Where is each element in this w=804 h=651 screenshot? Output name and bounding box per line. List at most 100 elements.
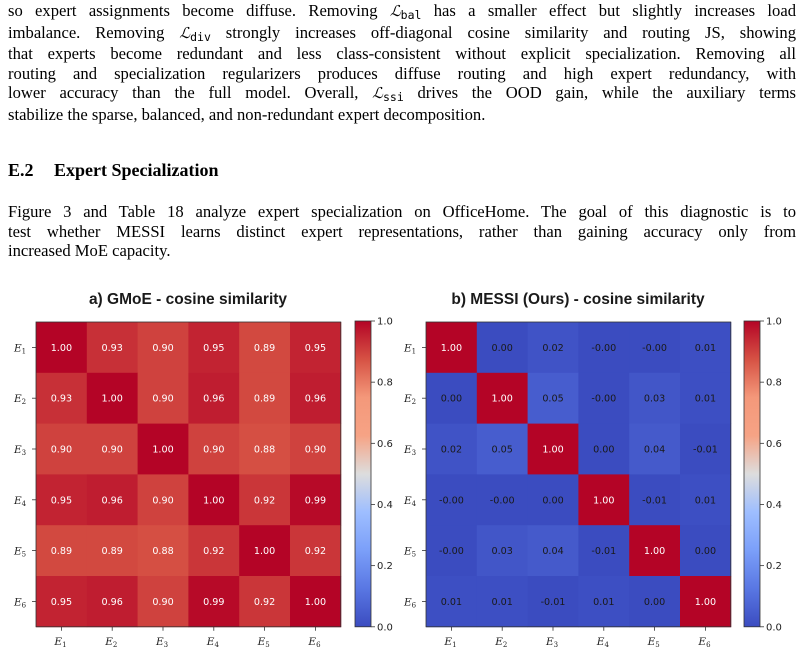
y-tick-label: E1 (13, 342, 26, 355)
cell-value-label: 1.00 (593, 495, 614, 506)
heatmap-cell (137, 322, 189, 374)
cell-value-label: 1.00 (695, 597, 716, 608)
heatmap-cell (137, 525, 189, 577)
x-tick-label: E6 (697, 636, 711, 649)
heatmap-cell (137, 576, 189, 628)
cell-value-label: 0.00 (492, 343, 513, 354)
cell-value-label: 0.05 (542, 394, 563, 405)
cell-value-label: 0.89 (254, 394, 275, 405)
heatmap-cell (578, 474, 630, 526)
cell-value-label: 1.00 (305, 597, 326, 608)
cell-value-label: 0.88 (152, 546, 173, 557)
cell-value-label: 0.02 (441, 445, 462, 456)
heatmap-cell (578, 576, 630, 628)
cell-value-label: 1.00 (492, 394, 513, 405)
paragraph-expert-specialization: Figure 3 and Table 18 analyze expert spe… (8, 202, 796, 261)
y-tick-label: E2 (403, 393, 416, 406)
heatmap-cell (36, 423, 88, 475)
cell-value-label: 0.00 (542, 495, 563, 506)
heatmap-title: a) GMoE - cosine similarity (89, 291, 287, 308)
heatmap-cell (476, 322, 528, 374)
heatmap-cell (426, 525, 478, 577)
colorbar-tick-label: 0.0 (377, 622, 393, 633)
y-tick-label: E3 (403, 444, 416, 457)
heatmap-cell (290, 474, 342, 526)
x-tick-label: E5 (647, 636, 660, 649)
cell-value-label: 1.00 (51, 343, 72, 354)
cell-value-label: 0.01 (695, 343, 716, 354)
cell-value-label: -0.01 (591, 546, 616, 557)
heatmap-cell (426, 474, 478, 526)
cell-value-label: 0.90 (152, 343, 173, 354)
heatmap-cell (86, 372, 138, 424)
heatmap-cell (629, 423, 681, 475)
colorbar-tick-label: 0.0 (766, 622, 782, 633)
heatmap-cell (36, 372, 88, 424)
heatmap-cell (476, 576, 528, 628)
heatmap-cell (188, 474, 240, 526)
colorbar (354, 320, 372, 628)
cell-value-label: 0.89 (254, 343, 275, 354)
section-heading: E.2 Expert Specialization (8, 160, 219, 181)
heatmap-cell (527, 525, 579, 577)
heatmap-cell (86, 576, 138, 628)
cell-value-label: 0.96 (102, 495, 123, 506)
text-line: routing and specialization regularizers … (8, 63, 796, 83)
colorbar-tick-label: 0.8 (377, 378, 393, 389)
y-tick-label: E2 (13, 393, 26, 406)
heatmap-cell (629, 322, 681, 374)
heatmap-cell (239, 372, 291, 424)
x-tick-label: E3 (545, 636, 558, 649)
heatmap-cell (680, 525, 732, 577)
text-line: stabilize the sparse, balanced, and non-… (8, 104, 486, 124)
cell-value-label: 0.01 (593, 597, 614, 608)
colorbar-tick-label: 0.2 (377, 561, 393, 572)
cell-value-label: -0.00 (591, 343, 616, 354)
cell-value-label: 0.96 (305, 394, 326, 405)
cell-value-label: 0.05 (492, 445, 513, 456)
heatmap-cell (476, 474, 528, 526)
cell-value-label: -0.00 (642, 343, 667, 354)
heatmap-cell (290, 322, 342, 374)
colorbar-tick-label: 0.2 (766, 561, 782, 572)
text-line: lower accuracy than the full model. Over… (8, 83, 796, 105)
heatmap-cell (239, 525, 291, 577)
heatmap-cell (680, 576, 732, 628)
heatmap-cell (36, 576, 88, 628)
heatmap-cell (290, 423, 342, 475)
heatmap-frame (35, 321, 342, 628)
text-line: increased MoE capacity. (8, 241, 171, 261)
cell-value-label: 0.95 (203, 343, 224, 354)
cell-value-label: 0.90 (152, 597, 173, 608)
cell-value-label: 0.95 (51, 597, 72, 608)
heatmap-cell (239, 423, 291, 475)
cell-value-label: 0.02 (542, 343, 563, 354)
heatmap-cell (476, 372, 528, 424)
section-title: Expert Specialization (54, 160, 219, 180)
cell-value-label: 1.00 (203, 495, 224, 506)
heatmap-cell (527, 322, 579, 374)
cell-value-label: 1.00 (542, 445, 563, 456)
cell-value-label: 0.00 (695, 546, 716, 557)
heatmap-title: b) MESSI (Ours) - cosine similarity (451, 291, 705, 308)
cell-value-label: 1.00 (644, 546, 665, 557)
colorbar-tick-label: 1.0 (377, 317, 393, 328)
cell-value-label: 0.88 (254, 445, 275, 456)
y-tick-label: E5 (403, 546, 416, 559)
cell-value-label: 0.93 (51, 394, 72, 405)
heatmap-cell (290, 525, 342, 577)
cell-value-label: 0.92 (254, 495, 275, 506)
y-tick-label: E3 (13, 444, 26, 457)
cell-value-label: 0.03 (492, 546, 513, 557)
cell-value-label: 0.01 (695, 495, 716, 506)
cell-value-label: 0.99 (305, 495, 326, 506)
cell-value-label: 0.00 (644, 597, 665, 608)
heatmap-panel-messi: b) MESSI (Ours) - cosine similarity 1.00 0… (403, 291, 782, 649)
cell-value-label: 1.00 (254, 546, 275, 557)
x-tick-label: E5 (257, 636, 270, 649)
cell-value-label: 0.01 (492, 597, 513, 608)
cell-value-label: -0.01 (642, 495, 667, 506)
heatmap-cell (290, 372, 342, 424)
cell-value-label: 0.00 (593, 445, 614, 456)
heatmap-cell (680, 372, 732, 424)
